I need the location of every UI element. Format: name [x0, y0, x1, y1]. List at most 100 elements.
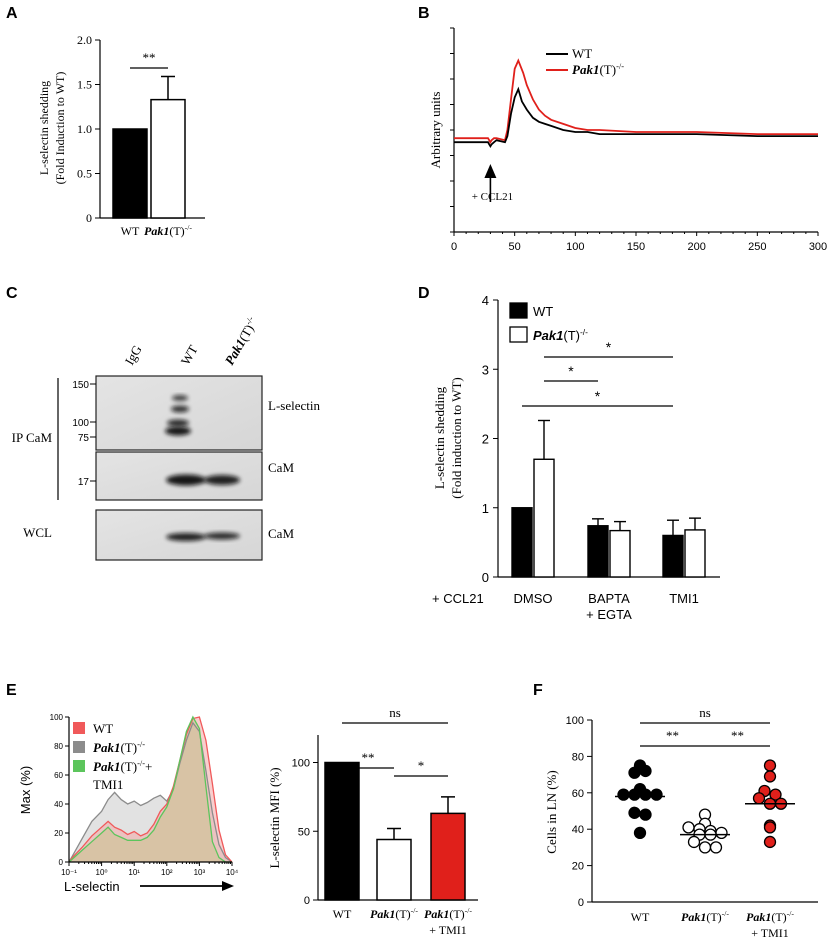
legend-swatch — [73, 760, 85, 772]
data-point — [763, 821, 777, 834]
label-plain: WT — [93, 721, 113, 736]
label-superscript: -/- — [616, 61, 624, 71]
blot-band — [204, 532, 240, 540]
data-point — [687, 835, 701, 849]
y-tick-label: 40 — [54, 800, 63, 809]
legend-swatch — [509, 326, 528, 343]
significance-label: * — [595, 388, 601, 404]
label-plain: WT — [631, 910, 650, 924]
legend-label: WT — [533, 304, 553, 319]
label-italic: Pak1 — [370, 907, 395, 921]
label-plain: WT — [178, 342, 201, 367]
x-tick-label: 150 — [627, 241, 645, 253]
blot-band — [166, 533, 206, 541]
significance-label: * — [606, 339, 612, 355]
x-tick-label: 100 — [566, 241, 584, 253]
category-label: WT — [333, 907, 352, 921]
data-point — [617, 788, 630, 801]
legend-label: Pak1(T)-/- — [533, 327, 588, 343]
legend-label-extra: TMI1 — [93, 777, 123, 792]
significance-label: ns — [389, 705, 401, 720]
histogram-line — [68, 716, 233, 863]
data-point — [628, 788, 641, 801]
lane-label: WT — [178, 342, 201, 367]
significance-label: ** — [731, 728, 744, 743]
group-label: TMI1 — [669, 591, 699, 606]
label-italic: Pak1 — [424, 907, 449, 921]
label-plain: (T) — [395, 907, 410, 921]
label-plain: (T) — [563, 328, 580, 343]
x-tick-label: 10⁴ — [226, 868, 239, 877]
y-axis-label: (Fold Induction to WT) — [53, 72, 67, 185]
data-point — [628, 766, 641, 779]
category-label-extra: + TMI1 — [429, 923, 467, 937]
y-tick-label: 0 — [59, 858, 64, 867]
panel-letter-d: D — [418, 285, 430, 302]
category-label: Pak1(T)-/- — [681, 909, 729, 924]
lane-label: Pak1(T)-/- — [221, 314, 261, 367]
data-point — [698, 841, 712, 854]
legend-label: Pak1(T)-/-+ — [93, 758, 152, 774]
label-superscript: -/- — [580, 327, 588, 337]
x-tick-label: 50 — [509, 241, 521, 253]
blot-band-label: L-selectin — [268, 398, 320, 413]
series-line — [454, 58, 818, 144]
label-plain: (T) — [120, 740, 137, 755]
label-superscript: -/- — [137, 758, 145, 768]
group-label: BAPTA — [588, 591, 630, 606]
label-italic: Pak1 — [144, 224, 169, 238]
blot-band — [165, 426, 191, 436]
blot-band — [204, 475, 240, 485]
category-label-extra: + TMI1 — [751, 926, 789, 940]
bar — [609, 529, 631, 578]
y-axis-label: (Fold induction to WT) — [449, 377, 464, 498]
histogram-e: 0 20 40 60 80 100 10⁻¹ 10⁰ 10¹ 10² 10³ 10⁴ Max (%) L-… — [18, 713, 239, 894]
label-superscript: -/- — [185, 223, 193, 232]
y-axis-label: L-selectin shedding — [432, 386, 447, 489]
label-superscript: -/- — [411, 906, 419, 915]
bar — [511, 507, 533, 578]
x-tick-label: 10² — [161, 868, 173, 877]
y-tick-label: 40 — [572, 824, 584, 836]
blot-band — [166, 474, 206, 486]
x-axis-label: L-selectin — [64, 879, 120, 894]
y-axis-label: L-selectin shedding — [37, 81, 51, 175]
marker-label: 17 — [78, 477, 90, 488]
label-superscript: -/- — [137, 739, 145, 749]
prefix-label: + CCL21 — [432, 591, 484, 606]
y-tick-label: 4 — [482, 293, 489, 308]
x-tick-label: 300 — [809, 241, 827, 253]
lane-label: IgG — [122, 342, 145, 367]
bar — [533, 458, 555, 578]
panel-letter-e: E — [6, 682, 17, 699]
label-plain: (T) — [235, 322, 256, 344]
legend-label: Pak1(T)-/- — [93, 739, 145, 755]
significance-label: * — [568, 363, 574, 379]
data-point — [752, 792, 766, 805]
y-axis-label: Max (%) — [18, 766, 33, 814]
label-plain: WT — [572, 46, 592, 61]
data-point — [763, 770, 777, 783]
blot-band — [167, 419, 189, 427]
group-label-wcl: WCL — [23, 525, 52, 540]
label-superscript: -/- — [465, 906, 473, 915]
legend-label: Pak1(T)-/- — [572, 61, 624, 77]
data-point — [709, 841, 723, 854]
panel-letter-c: C — [6, 285, 18, 302]
label-italic: Pak1 — [681, 910, 706, 924]
y-tick-label: 20 — [572, 861, 584, 873]
bar — [684, 529, 706, 578]
y-tick-label: 1.0 — [77, 122, 92, 136]
label-plain: (T) — [706, 910, 721, 924]
data-point — [639, 764, 652, 778]
y-tick-label: 0 — [86, 211, 92, 225]
annotation-arrowhead — [484, 164, 497, 178]
x-tick-label: 0 — [451, 241, 457, 253]
x-tick-label: 10⁻¹ — [61, 868, 77, 877]
legend-swatch — [73, 741, 85, 753]
label-italic: Pak1 — [93, 740, 120, 755]
label-plain: WT — [533, 304, 553, 319]
data-point — [639, 788, 652, 801]
